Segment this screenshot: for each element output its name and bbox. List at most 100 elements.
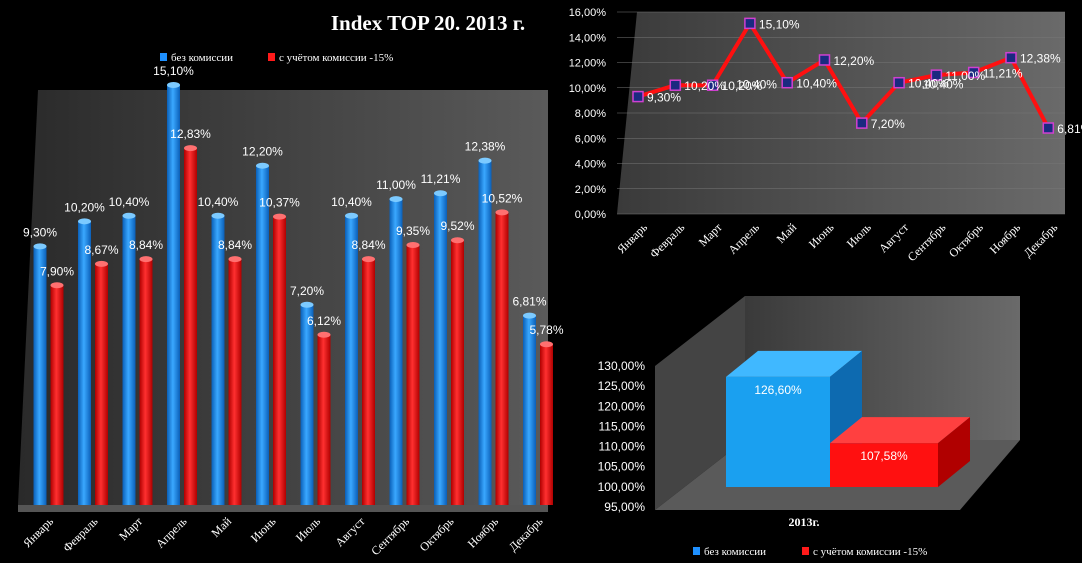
bar-cap-with-fee — [273, 213, 286, 220]
line-category-label: Июнь — [806, 220, 837, 251]
data-label-no-fee: 12,38% — [465, 140, 506, 154]
legend-label-with-fee-bottom: с учётом комиссии -15% — [813, 546, 927, 558]
line-data-label: 12,20% — [834, 54, 875, 68]
line-data-label: 10,20% — [722, 79, 763, 93]
series-line — [637, 21, 1051, 129]
category-label: Сентябрь — [368, 514, 412, 558]
data-label-with-fee: 12,83% — [170, 127, 211, 141]
bar-cap-with-fee — [362, 256, 375, 263]
bar-no-fee — [300, 304, 314, 505]
bar-cap-no-fee — [389, 196, 403, 203]
line-category-label: Август — [876, 220, 912, 256]
bar-with-fee — [50, 285, 64, 505]
bar-cap-with-fee — [228, 256, 242, 263]
y-tick-label: 16,00% — [569, 7, 607, 19]
category-label: Апрель — [153, 514, 190, 551]
bar-no-fee — [211, 215, 225, 505]
line-marker — [967, 66, 980, 79]
legend-top: без комиссии с учётом комиссии -15% — [160, 52, 393, 64]
legend-swatch-blue — [160, 53, 167, 61]
line-marker — [744, 17, 756, 30]
data-label-no-fee: 9,30% — [23, 225, 57, 239]
bar-cap-with-fee — [184, 145, 197, 152]
category-label: Январь — [20, 514, 56, 550]
bar-cap-no-fee — [33, 243, 47, 250]
data-label-with-fee: 5,78% — [529, 323, 563, 337]
line-category-label: Июль — [844, 220, 875, 251]
legend-label-with-fee: с учётом комиссии -15% — [279, 52, 393, 64]
bar-no-fee — [167, 85, 180, 505]
y-tick-label: 2,00% — [575, 184, 606, 196]
y-tick-label: 8,00% — [575, 108, 606, 120]
line-category-label: Апрель — [725, 220, 762, 257]
data-label-no-fee: 11,00% — [376, 178, 416, 192]
legend-bottom: без комиссии с учётом комиссии -15% — [693, 546, 927, 558]
category-label: Июль — [293, 514, 324, 545]
y-tick-label: 0,00% — [575, 209, 606, 221]
bar-cap-no-fee — [434, 190, 447, 197]
legend-label-no-fee: без комиссии — [171, 52, 233, 64]
line-data-label: 10,40% — [908, 77, 949, 91]
annual-y-tick-label: 115,00% — [599, 419, 646, 433]
bar-with-fee — [273, 216, 286, 505]
line-data-label: 10,40% — [796, 77, 837, 91]
bar-with-fee — [362, 259, 375, 505]
data-label-no-fee: 7,20% — [290, 284, 324, 298]
data-label-with-fee: 9,52% — [440, 219, 474, 233]
line-marker — [1005, 51, 1017, 64]
monthly-bar-chart: Index TOP 20. 2013 г. без комиссии с учё… — [18, 11, 564, 558]
annual-category-label: 2013г. — [788, 515, 819, 529]
bar-no-fee — [33, 246, 47, 505]
bar-with-fee — [228, 259, 242, 505]
bar-cap-with-fee — [540, 341, 553, 348]
bar-with-fee — [540, 344, 553, 505]
y-tick-label: 4,00% — [575, 159, 606, 171]
annual-bar-side-with-fee — [938, 417, 970, 487]
data-label-no-fee: 15,10% — [153, 64, 194, 78]
line-category-label: Январь — [614, 220, 650, 256]
category-label: Май — [208, 514, 234, 540]
line-data-label: 6,81% — [1057, 122, 1082, 136]
bar-cap-with-fee — [50, 282, 64, 289]
annual-y-tick-label: 120,00% — [598, 399, 646, 413]
bar-no-fee — [434, 193, 447, 506]
bar-cap-no-fee — [256, 162, 269, 169]
bar-cap-with-fee — [451, 237, 464, 244]
bar-cap-no-fee — [345, 212, 358, 219]
annual-bar-no-fee — [726, 376, 830, 487]
bar-cap-no-fee — [78, 218, 91, 225]
legend-label-no-fee-bottom: без комиссии — [704, 546, 766, 558]
bar-cap-no-fee — [122, 212, 136, 219]
line-category-label: Март — [696, 220, 726, 250]
legend-swatch-blue-bottom — [693, 547, 700, 555]
monthly-line-chart: 0,00% 2,00% 4,00% 6,00% 8,00% 10,00% 12,00% 14,… — [569, 7, 1082, 264]
line-extra-label: 10,40% — [923, 78, 964, 92]
bar-with-fee — [451, 240, 464, 505]
data-label-with-fee: 7,90% — [40, 264, 74, 278]
bar-cap-with-fee — [317, 331, 331, 338]
line-marker — [669, 79, 682, 91]
data-label-with-fee: 8,67% — [84, 243, 118, 257]
bar-cap-with-fee — [495, 209, 509, 216]
y-tick-label: 12,00% — [569, 58, 607, 70]
line-extra-label: 10,40% — [736, 78, 777, 92]
line-category-label: Май — [774, 220, 800, 246]
bar-with-fee — [406, 244, 420, 505]
annual-label-with-fee: 107,58% — [860, 449, 908, 463]
bar-no-fee — [478, 160, 492, 505]
bar-with-fee — [317, 334, 331, 505]
category-label: Декабрь — [506, 514, 546, 554]
data-label-no-fee: 6,81% — [512, 295, 546, 309]
line-data-label: 9,30% — [647, 91, 681, 105]
bar-cap-no-fee — [300, 301, 314, 308]
line-data-label: 11,21% — [983, 66, 1023, 80]
data-label-with-fee: 10,37% — [259, 196, 300, 210]
data-label-no-fee: 10,20% — [64, 200, 105, 214]
category-label: Февраль — [60, 514, 101, 555]
annual-bar-top-no-fee — [726, 350, 862, 377]
line-marker — [930, 69, 943, 81]
bar-cap-with-fee — [139, 256, 153, 263]
line-category-label: Ноябрь — [987, 220, 1024, 257]
data-label-with-fee: 6,12% — [307, 314, 341, 328]
